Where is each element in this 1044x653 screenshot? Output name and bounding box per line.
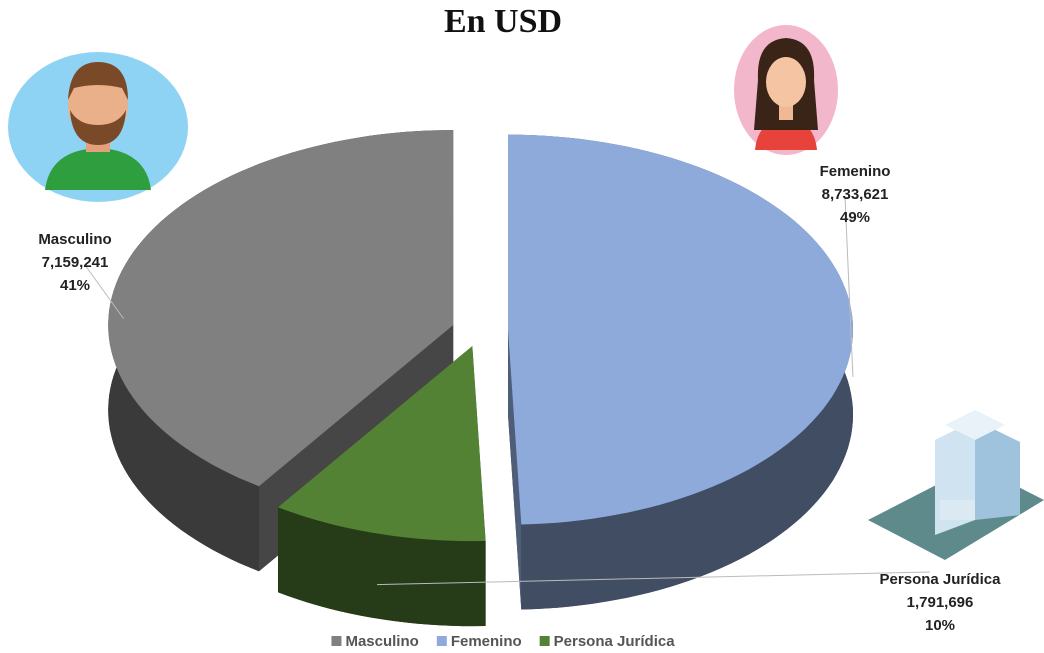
label-name: Masculino xyxy=(38,231,111,248)
labels: Masculino 7,159,241 41% Femenino 8,733,621 49… xyxy=(38,163,1001,634)
legend-swatch xyxy=(436,636,447,646)
slice xyxy=(108,130,454,487)
legend-label: Persona Jurídica xyxy=(554,633,676,650)
percent-label: 10% xyxy=(925,617,955,634)
man-icon xyxy=(8,52,188,202)
legend: Masculino Femenino Persona Jurídica xyxy=(331,633,675,650)
legend-label: Masculino xyxy=(345,633,418,650)
leader-line xyxy=(84,264,124,319)
label-name: Persona Jurídica xyxy=(880,571,1002,588)
woman-icon xyxy=(734,25,838,155)
leader-line xyxy=(844,196,854,377)
percent-label: 41% xyxy=(60,277,90,294)
percent-label: 49% xyxy=(840,209,870,226)
value-label: 8,733,621 xyxy=(822,186,889,203)
slice xyxy=(508,134,853,525)
value-label: 7,159,241 xyxy=(42,254,109,271)
slice-wall xyxy=(508,329,522,610)
value-label: 1,791,696 xyxy=(907,594,974,611)
leader-line xyxy=(377,571,931,586)
chart-title: En USD xyxy=(444,3,562,40)
slice xyxy=(278,346,486,542)
slice-side xyxy=(278,507,486,627)
legend-label: Femenino xyxy=(451,633,522,650)
legend-swatch xyxy=(539,636,550,646)
label-name: Femenino xyxy=(820,163,891,180)
pie xyxy=(108,130,853,627)
legend-swatch xyxy=(331,636,342,646)
building-icon xyxy=(868,410,1044,560)
